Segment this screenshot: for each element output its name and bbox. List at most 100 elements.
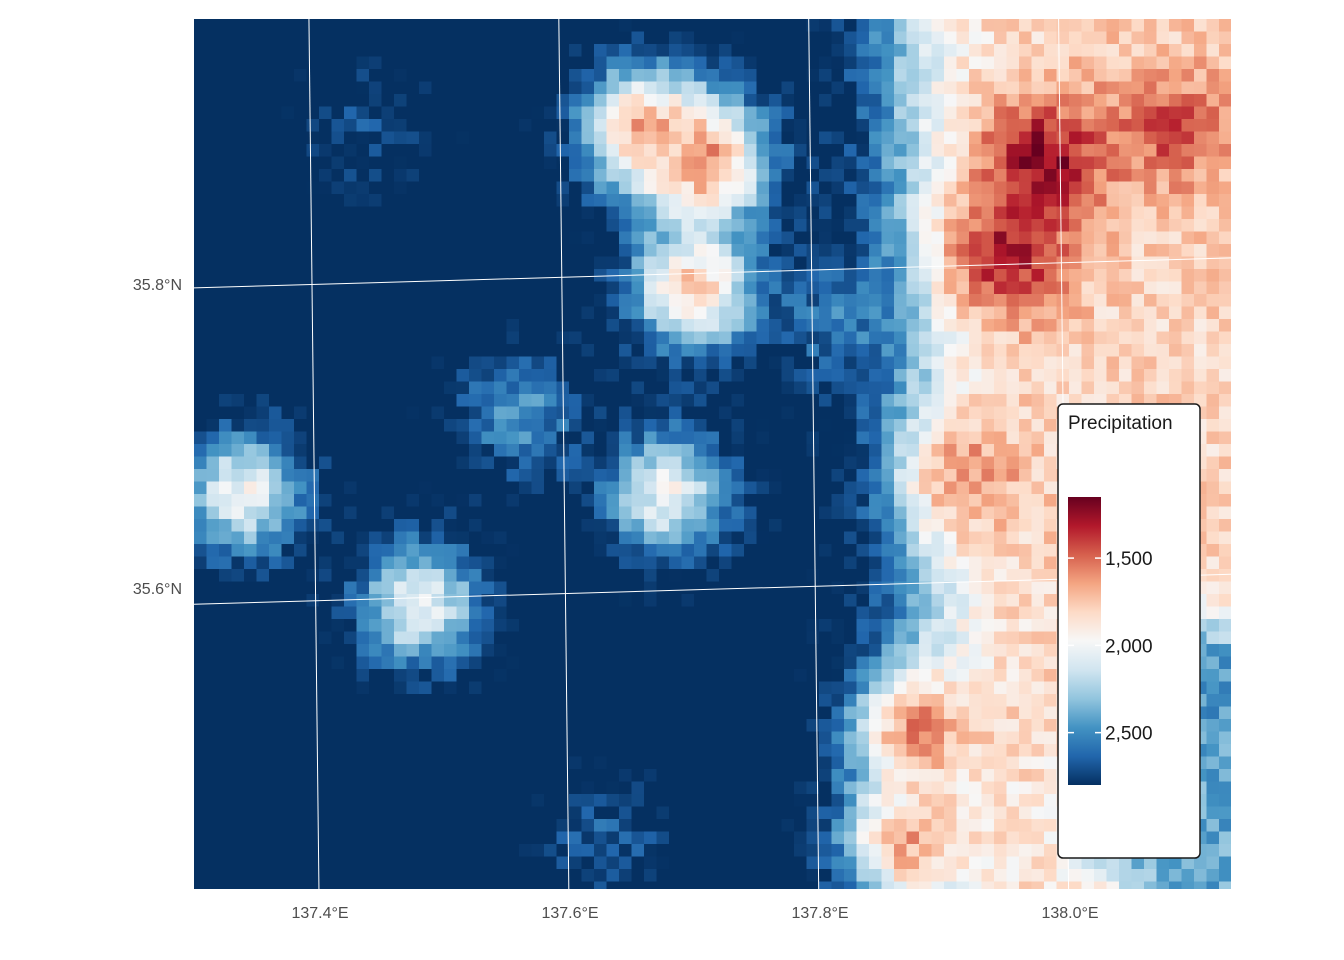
raster-cell bbox=[519, 131, 533, 145]
raster-cell bbox=[806, 69, 820, 83]
raster-cell bbox=[694, 144, 708, 158]
raster-cell bbox=[806, 706, 820, 720]
raster-cell bbox=[556, 281, 570, 295]
raster-cell bbox=[506, 356, 520, 370]
raster-cell bbox=[519, 256, 533, 270]
raster-cell bbox=[681, 469, 695, 483]
raster-cell bbox=[969, 19, 983, 33]
raster-cell bbox=[344, 769, 358, 783]
raster-cell bbox=[1081, 294, 1095, 308]
raster-cell bbox=[556, 706, 570, 720]
raster-cell bbox=[219, 444, 233, 458]
raster-cell bbox=[444, 231, 458, 245]
raster-cell bbox=[569, 506, 583, 520]
raster-cell bbox=[456, 119, 470, 133]
raster-cell bbox=[194, 306, 208, 320]
raster-cell bbox=[744, 281, 758, 295]
raster-cell bbox=[419, 106, 433, 120]
raster-cell bbox=[844, 256, 858, 270]
raster-cell bbox=[256, 444, 270, 458]
raster-cell bbox=[719, 444, 733, 458]
raster-cell bbox=[1219, 19, 1231, 33]
raster-cell bbox=[1219, 94, 1231, 108]
raster-cell bbox=[719, 494, 733, 508]
raster-cell bbox=[444, 106, 458, 120]
raster-cell bbox=[1106, 131, 1120, 145]
raster-cell bbox=[344, 431, 358, 445]
raster-cell bbox=[756, 81, 770, 95]
raster-cell bbox=[894, 319, 908, 333]
raster-cell bbox=[981, 519, 995, 533]
raster-cell bbox=[1044, 344, 1058, 358]
raster-cell bbox=[631, 306, 645, 320]
raster-cell bbox=[1031, 481, 1045, 495]
raster-cell bbox=[269, 519, 283, 533]
raster-cell bbox=[856, 56, 870, 70]
raster-cell bbox=[256, 569, 270, 583]
raster-cell bbox=[394, 481, 408, 495]
raster-cell bbox=[844, 356, 858, 370]
raster-cell bbox=[469, 194, 483, 208]
raster-cell bbox=[594, 469, 608, 483]
raster-cell bbox=[831, 519, 845, 533]
raster-cell bbox=[244, 594, 258, 608]
raster-cell bbox=[1219, 631, 1231, 645]
raster-cell bbox=[356, 281, 370, 295]
raster-cell bbox=[794, 194, 808, 208]
raster-cell bbox=[444, 169, 458, 183]
raster-cell bbox=[1206, 569, 1220, 583]
raster-cell bbox=[556, 231, 570, 245]
raster-cell bbox=[619, 294, 633, 308]
raster-cell bbox=[1019, 656, 1033, 670]
raster-cell bbox=[219, 356, 233, 370]
raster-cell bbox=[206, 581, 220, 595]
raster-cell bbox=[894, 494, 908, 508]
raster-cell bbox=[369, 244, 383, 258]
raster-cell bbox=[994, 481, 1008, 495]
raster-cell bbox=[719, 356, 733, 370]
raster-cell bbox=[1031, 56, 1045, 70]
raster-cell bbox=[981, 606, 995, 620]
raster-cell bbox=[756, 569, 770, 583]
raster-cell bbox=[231, 531, 245, 545]
raster-cell bbox=[281, 619, 295, 633]
raster-cell bbox=[406, 344, 420, 358]
raster-cell bbox=[656, 181, 670, 195]
raster-cell bbox=[481, 394, 495, 408]
raster-cell bbox=[731, 269, 745, 283]
raster-cell bbox=[294, 556, 308, 570]
raster-cell bbox=[244, 544, 258, 558]
raster-cell bbox=[1094, 281, 1108, 295]
raster-cell bbox=[1019, 644, 1033, 658]
raster-cell bbox=[1081, 194, 1095, 208]
raster-cell bbox=[281, 431, 295, 445]
raster-cell bbox=[744, 481, 758, 495]
raster-cell bbox=[1194, 144, 1208, 158]
raster-cell bbox=[619, 494, 633, 508]
raster-cell bbox=[594, 106, 608, 120]
raster-cell bbox=[1156, 294, 1170, 308]
raster-cell bbox=[631, 456, 645, 470]
raster-cell bbox=[881, 381, 895, 395]
raster-cell bbox=[906, 506, 920, 520]
raster-cell bbox=[419, 519, 433, 533]
raster-cell bbox=[431, 719, 445, 733]
raster-cell bbox=[794, 369, 808, 383]
raster-cell bbox=[194, 194, 208, 208]
raster-cell bbox=[1206, 506, 1220, 520]
raster-cell bbox=[694, 94, 708, 108]
raster-cell bbox=[256, 681, 270, 695]
raster-cell bbox=[994, 731, 1008, 745]
raster-cell bbox=[1144, 244, 1158, 258]
raster-cell bbox=[1006, 106, 1020, 120]
raster-cell bbox=[569, 144, 583, 158]
raster-cell bbox=[819, 206, 833, 220]
raster-cell bbox=[881, 131, 895, 145]
raster-cell bbox=[856, 619, 870, 633]
raster-cell bbox=[269, 431, 283, 445]
raster-cell bbox=[731, 206, 745, 220]
raster-cell bbox=[819, 731, 833, 745]
raster-cell bbox=[594, 681, 608, 695]
raster-cell bbox=[906, 419, 920, 433]
